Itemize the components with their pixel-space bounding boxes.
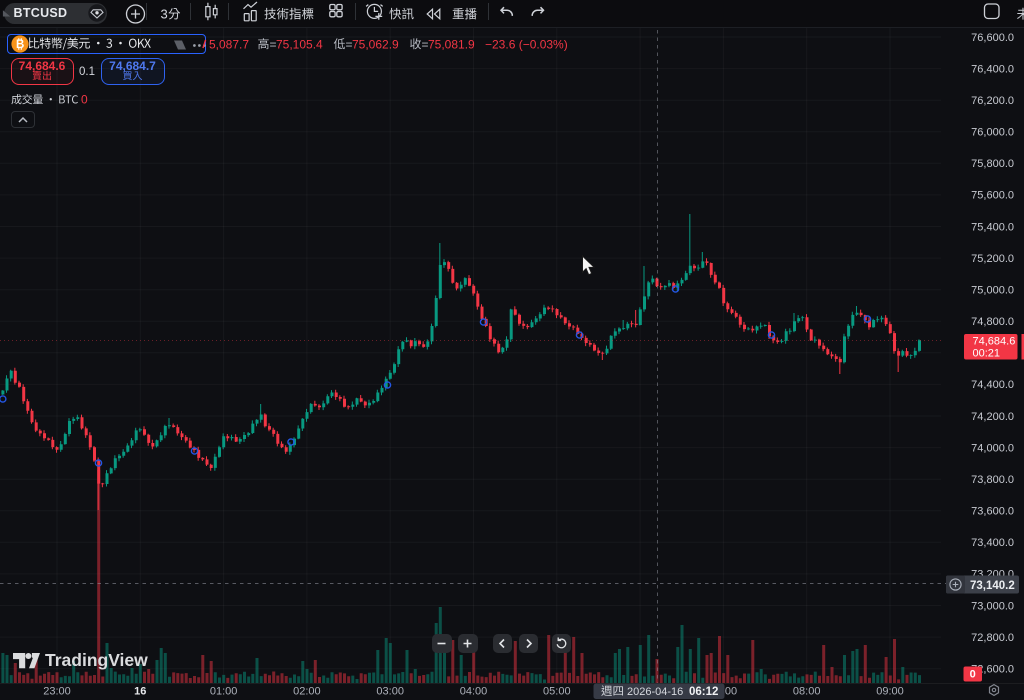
svg-text:74,200.0: 74,200.0	[971, 411, 1014, 423]
svg-text:3: 3	[161, 7, 168, 22]
svg-text:75,062.9: 75,062.9	[352, 37, 399, 51]
svg-text:74,800.0: 74,800.0	[971, 316, 1014, 328]
svg-text:73,000.0: 73,000.0	[971, 600, 1014, 612]
svg-text:−23.6 (−0.03%): −23.6 (−0.03%)	[485, 37, 568, 51]
svg-text:72,800.0: 72,800.0	[971, 632, 1014, 644]
svg-text:73,800.0: 73,800.0	[971, 474, 1014, 486]
svg-text:75,800.0: 75,800.0	[971, 158, 1014, 170]
svg-text:75,000.0: 75,000.0	[971, 285, 1014, 297]
svg-text:0: 0	[970, 669, 976, 681]
svg-text:02:00: 02:00	[293, 686, 321, 698]
svg-text:2026-04-16: 2026-04-16	[627, 686, 683, 698]
svg-text:75,400.0: 75,400.0	[971, 221, 1014, 233]
svg-text:73,400.0: 73,400.0	[971, 537, 1014, 549]
svg-text:76,600.0: 76,600.0	[971, 32, 1014, 44]
svg-text:75,600.0: 75,600.0	[971, 190, 1014, 202]
svg-text:5,087.7: 5,087.7	[209, 37, 249, 51]
svg-text:75,081.9: 75,081.9	[428, 37, 475, 51]
svg-text:73,140.2: 73,140.2	[970, 580, 1015, 592]
svg-text:00:21: 00:21	[973, 348, 1001, 360]
svg-text:74,000.0: 74,000.0	[971, 442, 1014, 454]
svg-text:76,000.0: 76,000.0	[971, 127, 1014, 139]
svg-text:04:00: 04:00	[460, 686, 488, 698]
svg-text:16: 16	[134, 686, 146, 698]
svg-text:73,600.0: 73,600.0	[971, 506, 1014, 518]
svg-text:74,684.6: 74,684.6	[973, 336, 1016, 348]
svg-text:09:00: 09:00	[876, 686, 904, 698]
svg-text:75,200.0: 75,200.0	[971, 253, 1014, 265]
svg-text:76,400.0: 76,400.0	[971, 63, 1014, 75]
svg-text:23:00: 23:00	[43, 686, 71, 698]
svg-text:=: =	[422, 37, 429, 51]
svg-text:74,400.0: 74,400.0	[971, 379, 1014, 391]
svg-text:05:00: 05:00	[543, 686, 571, 698]
svg-text:76,200.0: 76,200.0	[971, 95, 1014, 107]
svg-text:01:00: 01:00	[210, 686, 238, 698]
svg-text:03:00: 03:00	[376, 686, 404, 698]
svg-text:75,105.4: 75,105.4	[276, 37, 323, 51]
svg-text:08:00: 08:00	[793, 686, 821, 698]
svg-text:=: =	[346, 37, 353, 51]
svg-text:=: =	[270, 37, 277, 51]
svg-text:B: B	[16, 39, 24, 51]
svg-text:0: 0	[81, 92, 88, 106]
svg-text:06:12: 06:12	[689, 686, 718, 698]
